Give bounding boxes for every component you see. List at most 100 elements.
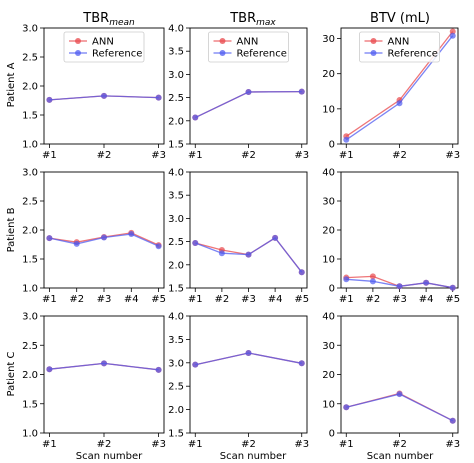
x-tick-label: #4 [268,294,283,305]
x-tick-label: #2 [366,294,381,305]
y-tick-label: 2.0 [168,405,184,416]
y-tick-label: 2.0 [168,260,184,271]
y-tick-label: 1.5 [22,399,38,410]
reference-data-point [396,391,403,398]
column-title-main: BTV (mL) [370,11,430,26]
y-tick-label: 2.5 [22,341,38,352]
svg-text:TBRmax: TBRmax [229,11,276,28]
plot-frame [189,171,308,289]
legend-box [359,31,440,63]
reference-data-point [245,89,252,96]
y-tick-label: 3.5 [168,47,184,58]
reference-data-point [101,92,107,99]
y-tick-label: 3.0 [168,70,184,81]
x-tick-label: #1 [188,439,203,450]
reference-data-point [73,240,80,247]
y-tick-label: 2.0 [22,370,38,381]
ann-data-point [449,28,456,35]
x-tick-label: #3 [241,294,256,305]
x-tick-label: #1 [339,150,354,161]
y-tick-label: 0 [329,140,335,151]
y-tick-label: 2.5 [22,53,38,64]
x-tick-label: #4 [124,294,139,305]
y-tick-label: 2.5 [168,93,184,104]
row-label-patient-b: Patient B [6,207,17,252]
x-tick-label: #2 [392,439,407,450]
y-tick-label: 20 [322,226,335,237]
y-tick-label: 1.0 [22,140,38,151]
ann-data-point [369,273,376,280]
y-tick-label: 20 [322,69,335,80]
plot-frame [340,315,459,434]
y-tick-label: 2.5 [168,382,184,393]
x-axis-label-col-2: Scan number [220,451,287,462]
reference-data-point [192,114,199,121]
x-tick-label: #1 [339,439,354,450]
legend-reference-label: Reference [237,49,287,60]
x-tick-label: #3 [445,150,460,161]
column-title-main: TBR [82,11,109,26]
y-tick-label: 2.0 [168,116,184,127]
reference-data-point [369,278,376,285]
reference-data-point [343,276,350,283]
reference-data-point [396,100,403,107]
reference-data-point [396,283,403,290]
reference-data-point [155,243,162,250]
legend-ann-label: ANN [92,37,114,48]
reference-data-point [298,269,305,276]
panel-r3-c2: 1.5 2.0 2.5 3.0 3.5 4.0 #1 #2 #3 [168,312,309,451]
column-title-main: TBR [229,11,256,26]
reference-data-point [449,32,456,39]
x-tick-label: #5 [445,294,460,305]
plot-frame [43,315,165,434]
reference-data-point [192,239,199,246]
x-tick-label: #1 [42,294,57,305]
plot-frame [43,171,165,289]
column-title-tbr-max: TBRmax [229,11,276,28]
legend-ann-marker [370,38,377,44]
y-tick-label: 40 [322,168,335,179]
svg-text:BTV (mL): BTV (mL) [370,11,430,26]
legend-reference-label: Reference [92,49,142,60]
y-tick-label: 2.5 [22,197,38,208]
reference-data-point [128,231,135,238]
x-tick-label: #5 [294,294,309,305]
x-tick-label: #3 [294,150,309,161]
x-tick-label: #2 [97,150,112,161]
plot-frame [340,171,459,289]
legend-reference-marker [370,50,377,56]
x-tick-label: #4 [419,294,434,305]
x-tick-label: #3 [445,439,460,450]
y-tick-label: 10 [322,255,335,266]
x-tick-label: #1 [339,294,354,305]
y-tick-label: 0 [329,429,335,440]
reference-data-point [449,284,456,291]
reference-series-line [346,393,453,422]
y-tick-label: 4.0 [168,312,184,323]
reference-data-point [245,349,252,356]
y-tick-label: 2.0 [22,82,38,93]
reference-data-point [46,96,53,103]
legend-ann-label: ANN [388,37,410,48]
column-title-subscript: mean [109,18,135,28]
reference-data-point [46,366,53,373]
y-tick-label: 2.0 [22,226,38,237]
reference-data-point [218,250,225,257]
reference-data-point [343,136,350,143]
y-tick-label: 20 [322,370,335,381]
y-tick-label: 30 [322,341,335,352]
y-tick-label: 30 [322,34,335,45]
y-tick-label: 0 [329,284,335,295]
legend-reference-marker [219,50,226,56]
y-tick-label: 1.0 [22,429,38,440]
panel-r3-c3: 0 10 20 30 40 #1 #2 #3 [322,312,460,451]
plot-frame [189,315,308,434]
y-tick-label: 1.5 [168,284,184,295]
x-tick-label: #1 [42,439,57,450]
legend-reference-label: Reference [388,49,438,60]
y-tick-label: 3.5 [168,191,184,202]
y-tick-label: 4.0 [168,168,184,179]
x-tick-label: #5 [151,294,166,305]
